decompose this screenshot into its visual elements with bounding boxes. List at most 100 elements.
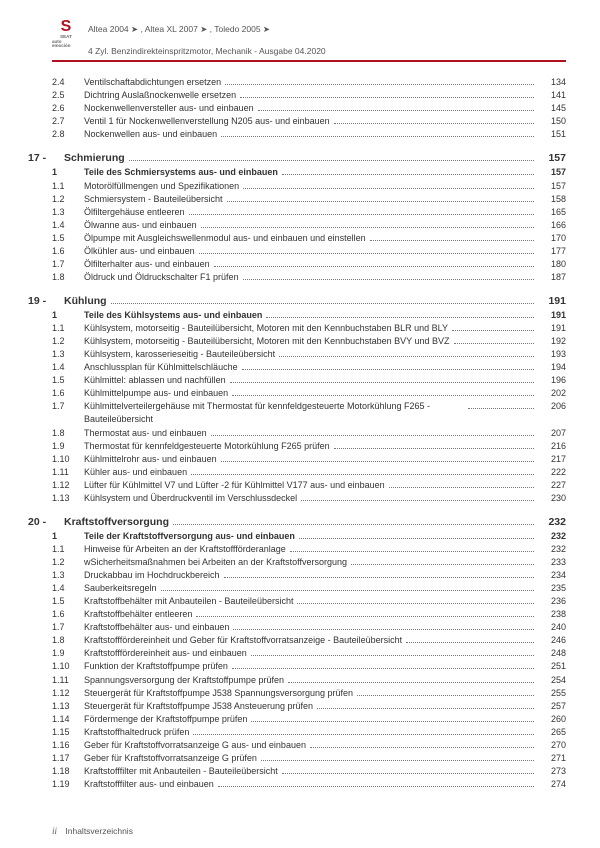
dot-leader — [243, 273, 534, 280]
toc-entry: 1.5Ölpumpe mit Ausgleichswellenmodul aus… — [52, 232, 566, 245]
entry-num: 1.5 — [52, 595, 84, 608]
section-page: 191 — [538, 294, 566, 309]
dot-leader — [334, 117, 534, 124]
entry-label: Nockenwellen aus- und einbauen — [84, 128, 217, 141]
entry-page: 196 — [538, 374, 566, 387]
entry-num: 1.1 — [52, 322, 84, 335]
entry-page: 255 — [538, 687, 566, 700]
dot-leader — [232, 389, 534, 396]
dot-leader — [227, 194, 534, 201]
dot-leader — [251, 714, 534, 721]
dot-leader — [211, 428, 534, 435]
entry-label: Kraftstofffilter aus- und einbauen — [84, 778, 214, 791]
toc-entry: 1.15Kraftstoffhaltedruck prüfen265 — [52, 726, 566, 739]
dot-leader — [240, 91, 534, 98]
entry-page: 151 — [538, 128, 566, 141]
dot-leader — [214, 260, 534, 267]
dot-leader — [406, 636, 534, 643]
entry-num: 1.13 — [52, 492, 84, 505]
dot-leader — [468, 402, 534, 409]
entry-page: 134 — [538, 76, 566, 89]
entry-num: 2.6 — [52, 102, 84, 115]
dot-leader — [233, 623, 534, 630]
toc-entry: 1.7Kühlmittelverteilergehäuse mit Thermo… — [52, 400, 566, 426]
entry-label: Kühlmittelpumpe aus- und einbauen — [84, 387, 228, 400]
toc-entry: 1.8Kraftstofffördereinheit und Geber für… — [52, 634, 566, 647]
dot-leader — [310, 741, 534, 748]
toc-entry: 1.17Geber für Kraftstoffvorratsanzeige G… — [52, 752, 566, 765]
entry-page: 257 — [538, 700, 566, 713]
entry-num: 1.3 — [52, 348, 84, 361]
entry-page: 141 — [538, 89, 566, 102]
entry-num: 1.4 — [52, 219, 84, 232]
toc-entry: 1.1Kühlsystem, motorseitig - Bauteilüber… — [52, 322, 566, 335]
toc-entry: 1.11Spannungsversorgung der Kraftstoffpu… — [52, 674, 566, 687]
dot-leader — [221, 130, 534, 137]
seat-logo: S SEAT auto emoción — [52, 24, 80, 44]
section-title: Kraftstoffversorgung — [64, 515, 169, 530]
entry-label: Kühlmittel: ablassen und nachfüllen — [84, 374, 226, 387]
toc-entry: 1.4Ölwanne aus- und einbauen166 — [52, 219, 566, 232]
entry-label: Ventil 1 für Nockenwellenverstellung N20… — [84, 115, 330, 128]
entry-page: 207 — [538, 427, 566, 440]
entry-num: 1.7 — [52, 258, 84, 271]
entry-num: 1.4 — [52, 582, 84, 595]
entry-label: Lüfter für Kühlmittel V7 und Lüfter -2 f… — [84, 479, 385, 492]
section-page: 157 — [538, 151, 566, 166]
dot-leader — [218, 780, 534, 787]
entry-num: 1.8 — [52, 634, 84, 647]
section-heading: 17 -Schmierung157 — [28, 151, 566, 166]
toc-entry: 1.7Ölfilterhalter aus- und einbauen180 — [52, 258, 566, 271]
toc-entry: 1.4Sauberkeitsregeln235 — [52, 582, 566, 595]
entry-num: 1.11 — [52, 674, 84, 687]
entry-page: 227 — [538, 479, 566, 492]
header-divider — [52, 60, 566, 62]
toc-entry: 1.6Ölkühler aus- und einbauen177 — [52, 245, 566, 258]
entry-label: Fördermenge der Kraftstoffpumpe prüfen — [84, 713, 247, 726]
dot-leader — [288, 675, 534, 682]
entry-label: Teile des Schmiersystems aus- und einbau… — [84, 166, 278, 179]
entry-num: 1.2 — [52, 193, 84, 206]
entry-page: 216 — [538, 440, 566, 453]
entry-page: 235 — [538, 582, 566, 595]
entry-page: 202 — [538, 387, 566, 400]
dot-leader — [290, 545, 534, 552]
entry-page: 232 — [538, 543, 566, 556]
entry-label: Ventilschaftabdichtungen ersetzen — [84, 76, 221, 89]
entry-label: Ölfilterhalter aus- und einbauen — [84, 258, 210, 271]
doc-subtitle: 4 Zyl. Benzindirekteinspritzmotor, Mecha… — [88, 46, 566, 56]
entry-page: 230 — [538, 492, 566, 505]
entry-page: 191 — [538, 322, 566, 335]
entry-num: 1 — [52, 530, 84, 543]
entry-num: 1 — [52, 166, 84, 179]
entry-num: 1.9 — [52, 647, 84, 660]
section-num: 19 - — [28, 294, 64, 309]
toc-entry: 1.6Kühlmittelpumpe aus- und einbauen202 — [52, 387, 566, 400]
dot-leader — [351, 558, 534, 565]
entry-page: 150 — [538, 115, 566, 128]
entry-label: Ölpumpe mit Ausgleichswellenmodul aus- u… — [84, 232, 366, 245]
entry-label: Kraftstoffbehälter aus- und einbauen — [84, 621, 229, 634]
toc-entry: 1.5Kühlmittel: ablassen und nachfüllen19… — [52, 374, 566, 387]
entry-page: 260 — [538, 713, 566, 726]
entry-label: Druckabbau im Hochdruckbereich — [84, 569, 220, 582]
toc-entry: 1.16Geber für Kraftstoffvorratsanzeige G… — [52, 739, 566, 752]
entry-page: 265 — [538, 726, 566, 739]
entry-label: Schmiersystem - Bauteileübersicht — [84, 193, 223, 206]
entry-num: 1.5 — [52, 232, 84, 245]
dot-leader — [173, 516, 534, 524]
entry-page: 248 — [538, 647, 566, 660]
entry-page: 194 — [538, 361, 566, 374]
toc-entry: 1.9Thermostat für kennfeldgesteuerte Mot… — [52, 440, 566, 453]
model-line: Altea 2004 ➤ , Altea XL 2007 ➤ , Toledo … — [88, 24, 270, 35]
toc-entry: 1.13Steuergerät für Kraftstoffpumpe J538… — [52, 700, 566, 713]
entry-page: 240 — [538, 621, 566, 634]
entry-num: 1.2 — [52, 335, 84, 348]
dot-leader — [225, 78, 534, 85]
entry-label: Ölfiltergehäuse entleeren — [84, 206, 185, 219]
entry-label: Geber für Kraftstoffvorratsanzeige G prü… — [84, 752, 257, 765]
entry-label: Kühlsystem, motorseitig - Bauteilübersic… — [84, 335, 450, 348]
toc-entry: 1.8Öldruck und Öldruckschalter F1 prüfen… — [52, 271, 566, 284]
entry-num: 1.12 — [52, 479, 84, 492]
entry-page: 193 — [538, 348, 566, 361]
